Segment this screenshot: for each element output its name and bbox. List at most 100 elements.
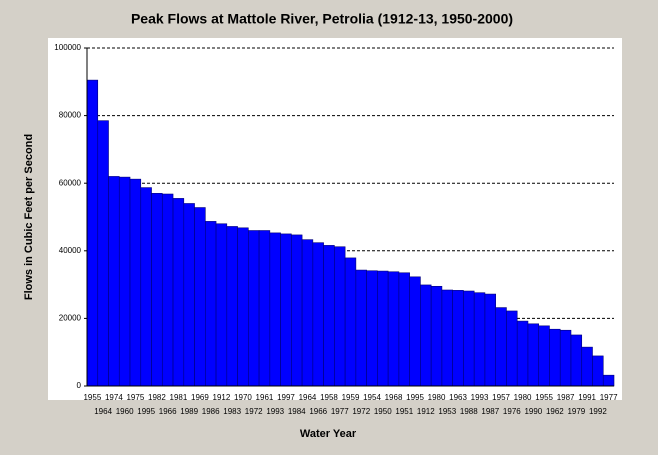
- x-tick-label: 1957: [492, 393, 510, 402]
- bar: [592, 355, 604, 387]
- bar: [269, 232, 281, 387]
- bar: [355, 269, 367, 387]
- y-tick-label: 60000: [59, 178, 82, 187]
- bar: [248, 230, 260, 387]
- bar: [398, 272, 410, 387]
- x-tick-label: 1979: [567, 407, 585, 416]
- x-tick-label: 1983: [223, 407, 241, 416]
- bar: [312, 242, 324, 387]
- x-tick-label: 1964: [94, 407, 112, 416]
- bar: [452, 290, 464, 387]
- bar: [97, 120, 109, 387]
- bar: [118, 176, 131, 387]
- x-tick-label: 1980: [514, 393, 532, 402]
- x-tick-label: 1962: [546, 407, 564, 416]
- bar: [258, 230, 271, 387]
- bar: [516, 320, 529, 387]
- bar: [506, 310, 518, 387]
- x-tick-label: 1992: [589, 407, 607, 416]
- x-tick-label: 1966: [159, 407, 177, 416]
- x-tick-label: 1974: [105, 393, 123, 402]
- y-tick-label: 20000: [59, 314, 82, 323]
- bar: [463, 290, 475, 387]
- bar: [172, 198, 185, 387]
- chart-title: Peak Flows at Mattole River, Petrolia (1…: [131, 11, 513, 27]
- bar: [151, 193, 163, 387]
- x-tick-label: 1984: [288, 407, 306, 416]
- x-tick-label: 1954: [363, 393, 381, 402]
- bar: [430, 285, 443, 387]
- x-tick-label: 1982: [148, 393, 166, 402]
- x-tick-label: 1988: [460, 407, 478, 416]
- x-tick-label: 1951: [395, 407, 413, 416]
- x-tick-label: 1977: [331, 407, 349, 416]
- y-tick-label: 0: [77, 381, 82, 390]
- x-axis-label: Water Year: [300, 428, 357, 440]
- x-tick-label: 1955: [83, 393, 101, 402]
- bar: [473, 292, 486, 387]
- bar: [581, 346, 593, 387]
- bar: [194, 207, 206, 387]
- x-tick-label: 1993: [266, 407, 284, 416]
- bar: [291, 234, 303, 387]
- bar: [409, 276, 421, 387]
- bar: [527, 323, 540, 387]
- bar: [140, 187, 152, 387]
- bar: [559, 329, 572, 387]
- x-tick-label: 1980: [428, 393, 446, 402]
- bar: [441, 289, 453, 387]
- bar: [484, 293, 496, 387]
- y-axis-label: Flows in Cubic Feet per Second: [23, 134, 35, 300]
- bar: [301, 239, 314, 387]
- bar: [334, 246, 346, 387]
- y-tick-label: 100000: [54, 43, 81, 52]
- bar: [205, 221, 217, 387]
- x-tick-label: 1970: [234, 393, 252, 402]
- x-tick-label: 1989: [180, 407, 198, 416]
- x-tick-label: 1955: [535, 393, 553, 402]
- x-tick-label: 1960: [116, 407, 134, 416]
- x-tick-label: 1959: [342, 393, 360, 402]
- x-tick-label: 1976: [503, 407, 521, 416]
- bar: [280, 233, 292, 387]
- bar: [420, 284, 432, 387]
- x-tick-label: 1987: [481, 407, 499, 416]
- bar: [344, 257, 357, 387]
- bar: [108, 176, 120, 387]
- x-tick-label: 1961: [256, 393, 274, 402]
- bar: [495, 307, 507, 387]
- bar: [161, 193, 174, 387]
- bar: [226, 226, 238, 387]
- bar: [538, 325, 550, 387]
- bar: [570, 334, 583, 387]
- bar: [215, 223, 228, 387]
- bar: [602, 374, 615, 387]
- x-tick-label: 1972: [245, 407, 263, 416]
- x-tick-label: 1964: [299, 393, 317, 402]
- bar: [323, 245, 335, 387]
- x-tick-label: 1995: [137, 407, 155, 416]
- x-tick-label: 1986: [202, 407, 220, 416]
- bar: [129, 178, 142, 387]
- x-tick-label: 1912: [213, 393, 231, 402]
- x-tick-label: 1968: [385, 393, 403, 402]
- bar: [86, 79, 99, 387]
- x-tick-label: 1963: [449, 393, 467, 402]
- bar: [387, 271, 400, 387]
- bar: [366, 270, 378, 387]
- x-tick-label: 1991: [578, 393, 596, 402]
- x-tick-label: 1995: [406, 393, 424, 402]
- x-tick-label: 1987: [557, 393, 575, 402]
- x-tick-label: 1975: [126, 393, 144, 402]
- x-tick-label: 1950: [374, 407, 392, 416]
- x-tick-label: 1953: [438, 407, 456, 416]
- y-tick-label: 40000: [59, 246, 82, 255]
- x-tick-label: 1966: [309, 407, 327, 416]
- y-tick-label: 80000: [59, 111, 82, 120]
- x-tick-label: 1969: [191, 393, 209, 402]
- x-tick-label: 1977: [600, 393, 618, 402]
- bar: [183, 203, 195, 387]
- bar: [237, 227, 249, 387]
- x-tick-label: 1990: [524, 407, 542, 416]
